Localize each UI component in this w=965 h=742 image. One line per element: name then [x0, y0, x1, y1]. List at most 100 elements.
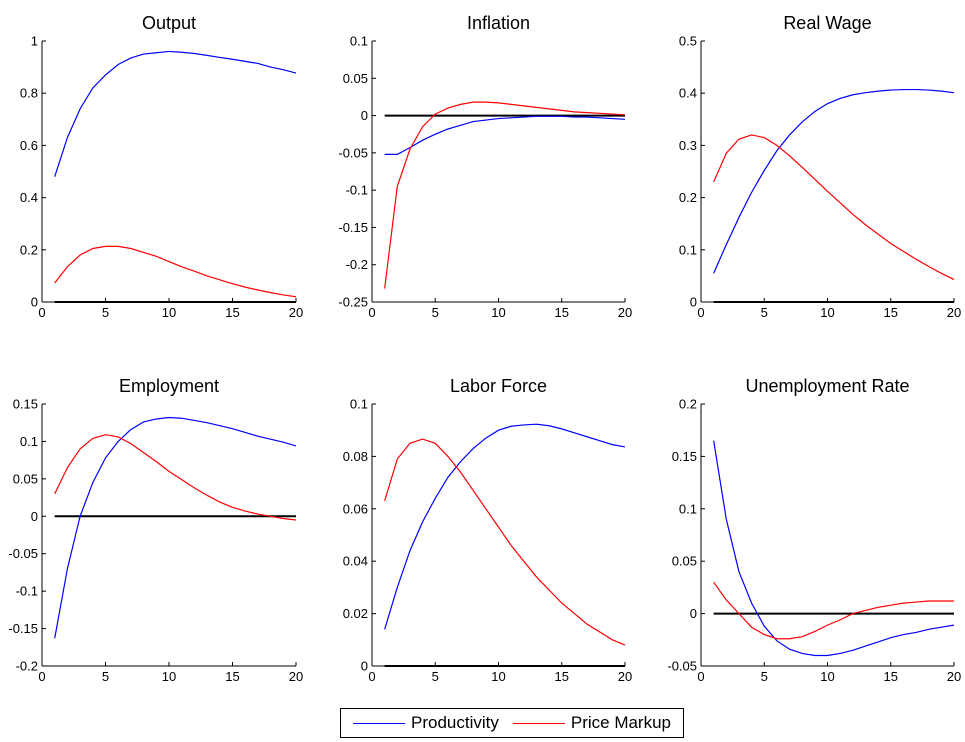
- panel-title-employment: Employment: [119, 376, 219, 396]
- x-tick-label-unemployment-rate: 0: [697, 669, 704, 684]
- series-line-price-markup-unemployment-rate: [713, 581, 954, 640]
- y-tick-label-inflation: -0.2: [346, 257, 368, 272]
- y-tick-label-real-wage: 0.1: [679, 242, 697, 257]
- y-tick-label-output: 0: [31, 295, 38, 310]
- series-line-price-markup-output: [54, 245, 297, 298]
- series-line-price-markup-labor-force: [384, 438, 626, 646]
- y-tick-label-employment: 0.05: [13, 471, 38, 486]
- y-tick-label-unemployment-rate: 0: [690, 606, 697, 621]
- y-tick-label-inflation: -0.1: [346, 183, 368, 198]
- y-tick-label-unemployment-rate: 0.1: [679, 501, 697, 516]
- x-tick-label-unemployment-rate: 10: [820, 669, 834, 684]
- y-tick-label-employment: 0: [31, 509, 38, 524]
- series-line-productivity-labor-force: [384, 423, 626, 630]
- y-tick-label-labor-force: 0.04: [343, 554, 368, 569]
- y-tick-label-real-wage: 0.5: [679, 34, 697, 49]
- x-tick-label-real-wage: 10: [820, 305, 834, 320]
- x-tick-label-employment: 5: [102, 669, 109, 684]
- y-tick-label-inflation: -0.05: [338, 145, 368, 160]
- panel-real-wage: Real Wage 0 0.1 0.2 0.3 0.4 0.5 0 5 10 15 20: [679, 13, 961, 320]
- x-tick-label-output: 20: [289, 305, 303, 320]
- y-tick-label-output: 0.8: [20, 86, 38, 101]
- x-tick-label-employment: 10: [162, 669, 176, 684]
- y-tick-label-employment: 0.1: [20, 434, 38, 449]
- x-tick-label-real-wage: 15: [884, 305, 898, 320]
- y-tick-label-real-wage: 0.3: [679, 138, 697, 153]
- y-tick-label-employment: -0.1: [16, 584, 38, 599]
- series-line-price-markup-real-wage: [713, 134, 955, 281]
- series-line-productivity-inflation: [384, 115, 626, 155]
- series-line-productivity-output: [54, 50, 297, 177]
- y-tick-label-labor-force: 0.06: [343, 501, 368, 516]
- x-tick-label-labor-force: 10: [491, 669, 505, 684]
- legend-label-price-markup: Price Markup: [570, 713, 671, 732]
- y-tick-label-labor-force: 0.08: [343, 449, 368, 464]
- y-tick-label-employment: -0.15: [8, 621, 38, 636]
- y-tick-label-output: 0.6: [20, 138, 38, 153]
- series-line-price-markup-inflation: [384, 101, 626, 289]
- legend-swatch-productivity: [352, 722, 405, 724]
- legend-entry-productivity: Productivity: [352, 713, 499, 733]
- y-tick-label-employment: -0.05: [8, 546, 38, 561]
- y-tick-label-unemployment-rate: 0.05: [672, 554, 697, 569]
- x-tick-label-labor-force: 5: [432, 669, 439, 684]
- x-tick-label-labor-force: 0: [368, 669, 375, 684]
- panel-employment: Employment -0.2 -0.15 -0.1 -0.05 0 0.05 0.1 0.15…: [8, 376, 303, 684]
- panel-title-labor-force: Labor Force: [450, 376, 547, 396]
- series-line-productivity-real-wage: [713, 88, 955, 274]
- x-tick-label-employment: 15: [225, 669, 239, 684]
- y-tick-label-real-wage: 0.4: [679, 86, 697, 101]
- x-tick-label-output: 0: [38, 305, 45, 320]
- legend-label-productivity: Productivity: [410, 713, 499, 732]
- panel-labor-force: Labor Force 0 0.02 0.04 0.06 0.08 0.1 0 5 10 15 20: [343, 376, 633, 684]
- y-tick-label-inflation: -0.15: [338, 220, 368, 235]
- y-tick-label-unemployment-rate: 0.2: [679, 397, 697, 412]
- y-tick-label-real-wage: 0: [690, 295, 697, 310]
- y-tick-label-output: 0.2: [20, 242, 38, 257]
- series-line-productivity-employment: [54, 416, 297, 639]
- legend-swatch-price-markup: [512, 722, 565, 724]
- panel-inflation: Inflation -0.25 -0.2 -0.15 -0.1 -0.05 0 0.05 0.1…: [338, 13, 632, 320]
- x-tick-label-output: 10: [162, 305, 176, 320]
- legend: Productivity Price Markup: [340, 708, 684, 738]
- x-tick-label-output: 5: [102, 305, 109, 320]
- y-tick-label-unemployment-rate: 0.15: [672, 449, 697, 464]
- legend-entry-price-markup: Price Markup: [512, 713, 671, 733]
- x-tick-label-output: 15: [225, 305, 239, 320]
- y-tick-label-output: 0.4: [20, 190, 38, 205]
- x-tick-label-employment: 20: [289, 669, 303, 684]
- x-tick-label-inflation: 0: [368, 305, 375, 320]
- y-tick-label-labor-force: 0.1: [350, 397, 368, 412]
- x-tick-label-unemployment-rate: 20: [947, 669, 961, 684]
- y-tick-label-inflation: 0.05: [343, 71, 368, 86]
- y-tick-label-employment: 0.15: [13, 397, 38, 412]
- x-tick-label-unemployment-rate: 5: [761, 669, 768, 684]
- x-tick-label-real-wage: 20: [947, 305, 961, 320]
- y-tick-label-inflation: 0.1: [350, 34, 368, 49]
- series-line-price-markup-employment: [54, 434, 297, 521]
- y-tick-label-real-wage: 0.2: [679, 190, 697, 205]
- x-tick-label-unemployment-rate: 15: [884, 669, 898, 684]
- x-tick-label-inflation: 20: [618, 305, 632, 320]
- panel-title-inflation: Inflation: [467, 13, 530, 33]
- x-tick-label-labor-force: 15: [555, 669, 569, 684]
- y-tick-label-output: 1: [31, 34, 38, 49]
- panel-title-real-wage: Real Wage: [783, 13, 871, 33]
- y-tick-label-inflation: 0: [361, 108, 368, 123]
- x-tick-label-inflation: 15: [555, 305, 569, 320]
- series-line-productivity-unemployment-rate: [713, 440, 955, 657]
- panel-title-unemployment-rate: Unemployment Rate: [745, 376, 909, 396]
- x-tick-label-real-wage: 0: [697, 305, 704, 320]
- panel-title-output: Output: [142, 13, 196, 33]
- y-tick-label-labor-force: 0: [361, 659, 368, 674]
- x-tick-label-inflation: 10: [491, 305, 505, 320]
- x-tick-label-inflation: 5: [432, 305, 439, 320]
- x-tick-label-employment: 0: [38, 669, 45, 684]
- y-tick-label-unemployment-rate: -0.05: [667, 659, 697, 674]
- x-tick-label-labor-force: 20: [618, 669, 632, 684]
- y-tick-label-labor-force: 0.02: [343, 606, 368, 621]
- x-tick-label-real-wage: 5: [761, 305, 768, 320]
